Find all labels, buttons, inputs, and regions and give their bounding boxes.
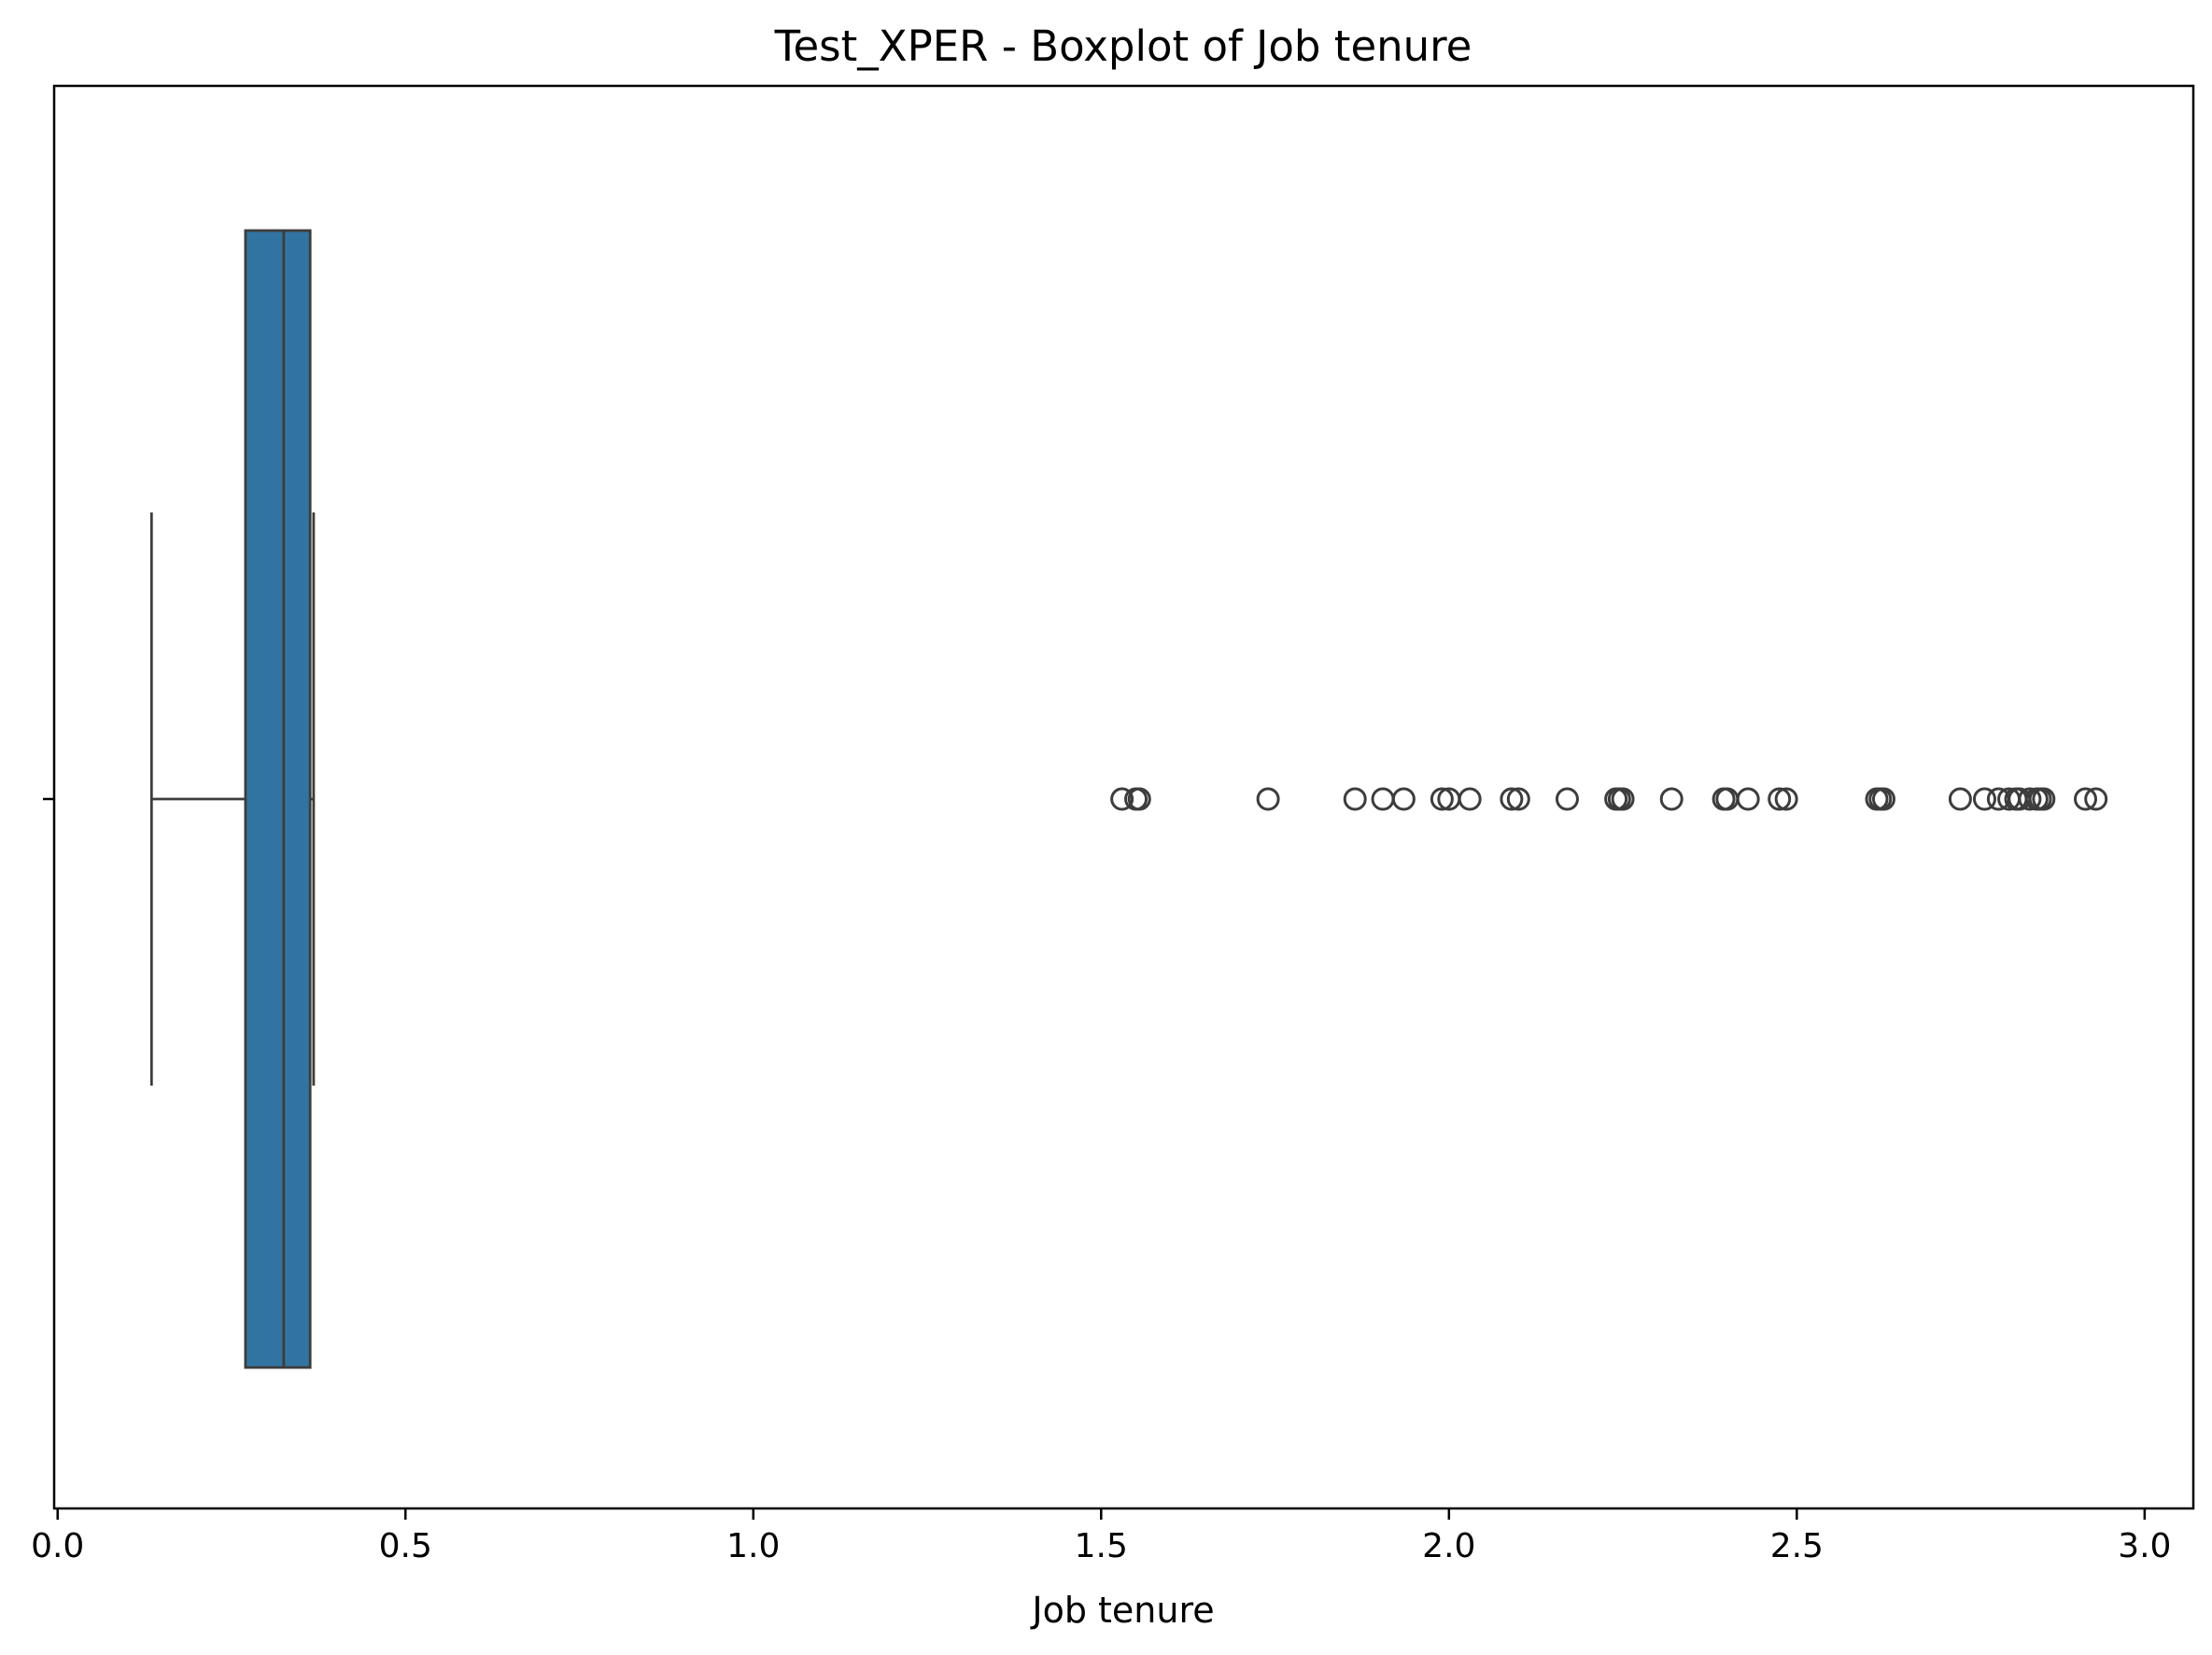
outlier-point-20 — [1768, 787, 1792, 811]
outlier-point-5 — [1371, 787, 1395, 811]
x-tick-label-0: 0.0 — [31, 1527, 84, 1565]
outlier-point-10 — [1500, 787, 1524, 811]
outlier-point-19 — [1736, 787, 1760, 811]
outlier-point-26 — [1972, 787, 1996, 811]
x-tick-label-3: 1.5 — [1075, 1527, 1128, 1565]
plot-area — [149, 229, 2108, 1369]
outlier-point-15 — [1611, 787, 1635, 811]
outlier-point-36 — [2084, 787, 2108, 811]
outlier-point-3 — [1256, 787, 1280, 811]
outlier-point-35 — [2074, 787, 2098, 811]
outlier-point-34 — [2032, 787, 2056, 811]
chart-title: Test_XPER - Boxplot of Job tenure — [774, 21, 1472, 71]
plot-frame — [52, 84, 2195, 1510]
x-tick-label-4: 2.0 — [1422, 1527, 1475, 1565]
outlier-point-2 — [1127, 787, 1151, 811]
outlier-point-21 — [1774, 787, 1798, 811]
outlier-point-7 — [1430, 787, 1454, 811]
iqr-box — [244, 229, 312, 1369]
x-tick-label-1: 0.5 — [379, 1527, 432, 1565]
outlier-point-25 — [1948, 787, 1972, 811]
x-axis: 0.0 0.5 1.0 1.5 2.0 2.5 3.0 — [31, 797, 2171, 1565]
outlier-point-9 — [1458, 787, 1482, 811]
outlier-point-31 — [2018, 787, 2042, 811]
x-tick-label-5: 2.5 — [1770, 1527, 1824, 1565]
outlier-point-6 — [1391, 787, 1416, 811]
outlier-point-0 — [1110, 787, 1134, 811]
x-tick-label-6: 3.0 — [2118, 1527, 2171, 1565]
x-tick-label-2: 1.0 — [726, 1527, 780, 1565]
outlier-point-24 — [1871, 787, 1895, 811]
outlier-point-12 — [1555, 787, 1579, 811]
x-axis-label: Job tenure — [1030, 1590, 1214, 1631]
outlier-point-11 — [1506, 787, 1530, 811]
outlier-point-4 — [1343, 787, 1367, 811]
outlier-point-16 — [1659, 787, 1684, 811]
